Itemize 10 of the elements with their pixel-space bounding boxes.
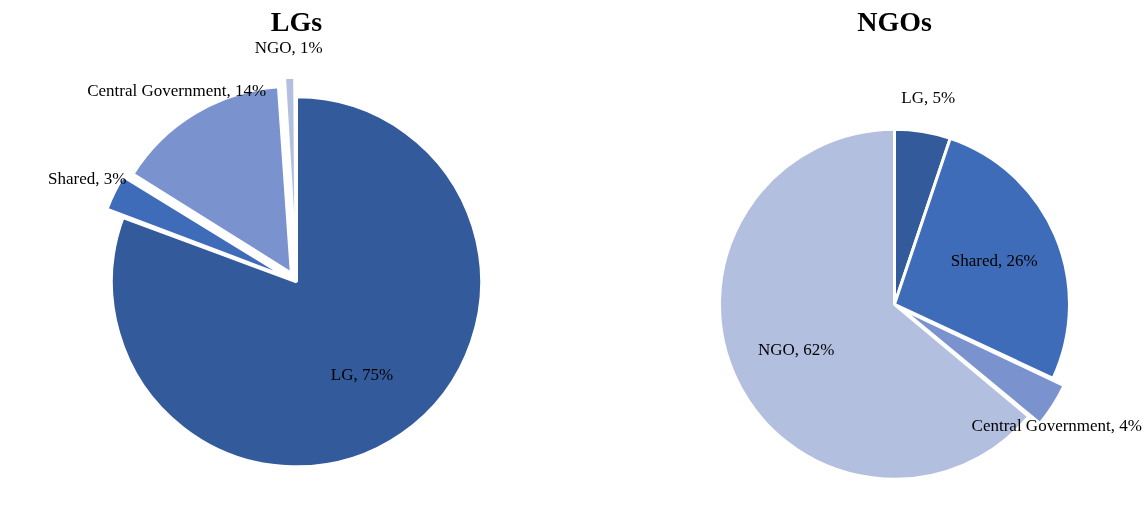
slice-label: LG, 75% [330,365,394,385]
chart-title: LGs [270,6,323,38]
slice-label: NGO, 62% [757,339,835,359]
slice-label: Central Government, 14% [87,81,267,101]
slice-label: Shared, 3% [48,168,127,188]
slice-label: LG, 5% [901,87,956,107]
chart-title: NGOs [857,6,932,38]
slice-label: NGO, 1% [254,38,323,58]
slice-label: Central Government, 4% [971,415,1143,435]
slice-label: Shared, 26% [950,251,1038,271]
